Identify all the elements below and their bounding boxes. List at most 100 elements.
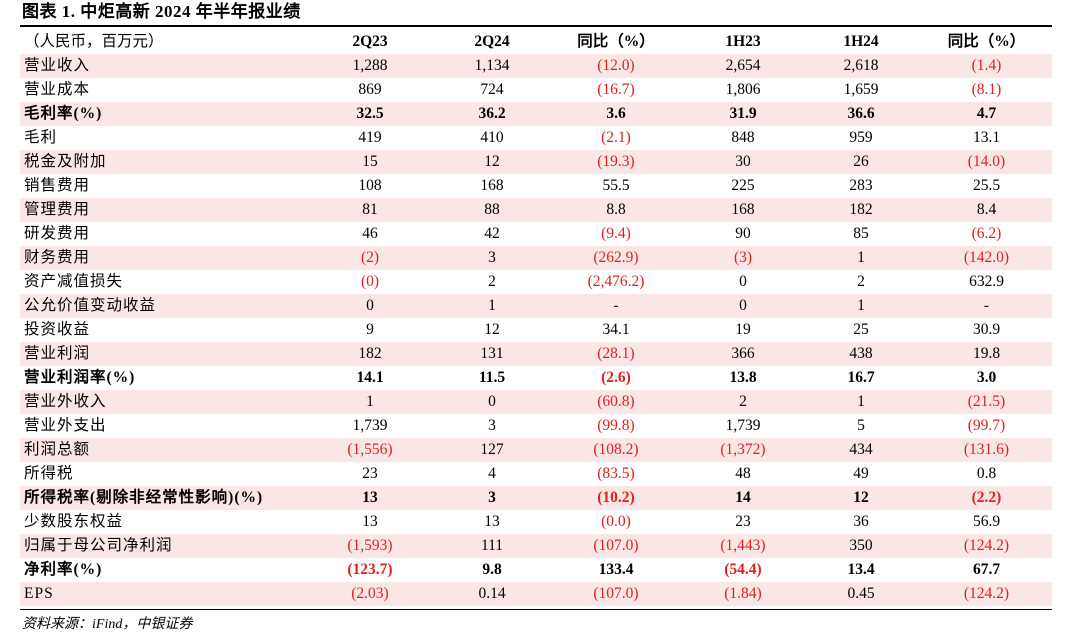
table-cell: 8.8	[547, 198, 685, 222]
table-row: 资产减值损失 (0) 2 (2,476.2) 0 2 632.9	[20, 270, 1052, 294]
table-cell: 0	[303, 294, 437, 318]
table-cell: 30.9	[972, 321, 1001, 338]
table-cell: (1,443)	[685, 534, 801, 558]
table-cell: (1,372)	[685, 438, 801, 462]
row-label: 所得税率(剔除非经常性影响)(%)	[20, 486, 303, 510]
table-cell: 3	[437, 486, 547, 510]
table-cell: 25.5	[972, 177, 1001, 194]
top-rule	[20, 25, 1052, 27]
table-cell: 959	[849, 129, 873, 146]
table-row: 营业外收入 1 0 (60.8) 2 1 (21.5)	[20, 390, 1052, 414]
table-cell: (12.0)	[547, 54, 685, 78]
table-cell: 410	[480, 129, 504, 146]
table-cell: 225	[731, 177, 755, 194]
table-cell: (54.4)	[724, 561, 762, 578]
table-cell: 2	[488, 273, 496, 290]
header-unit: （人民币，百万元）	[24, 33, 164, 50]
table-cell: 1,806	[725, 81, 761, 98]
row-label: 净利率(%)	[24, 561, 103, 578]
header-2q24: 2Q24	[474, 33, 510, 50]
table-row: 毛利率(%) 32.5 36.2 3.6 31.9 36.6 4.7	[20, 102, 1052, 126]
row-label: 营业利润	[20, 342, 303, 366]
table-cell: 0	[437, 390, 547, 414]
table-row: 归属于母公司净利润 (1,593) 111 (107.0) (1,443) 350 (124…	[20, 534, 1052, 558]
table-cell: 4	[488, 465, 496, 482]
table-body: 营业收入 1,288 1,134 (12.0) 2,654 2,618 (1.4) 营业成本 8…	[20, 54, 1052, 606]
table-cell: (2.6)	[601, 369, 631, 386]
table-cell: 1	[303, 390, 437, 414]
table-cell: (19.3)	[547, 150, 685, 174]
table-cell: (1,593)	[303, 534, 437, 558]
table-cell: 168	[480, 177, 504, 194]
table-row: 财务费用 (2) 3 (262.9) (3) 1 (142.0)	[20, 246, 1052, 270]
table-row: 利润总额 (1,556) 127 (108.2) (1,372) 434 (131.6)	[20, 438, 1052, 462]
table-cell: 19.8	[921, 342, 1052, 366]
table-cell: 14	[685, 486, 801, 510]
table-cell: 2,654	[685, 54, 801, 78]
table-cell: 56.9	[972, 513, 1001, 530]
table-row: 营业利润率(%) 14.1 11.5 (2.6) 13.8 16.7 3.0	[20, 366, 1052, 390]
table-cell: 23	[362, 465, 378, 482]
table-cell: 34.1	[602, 321, 630, 338]
table-cell: (2.2)	[921, 486, 1052, 510]
table-cell: 182	[303, 342, 437, 366]
table-cell: 13.1	[972, 129, 1001, 146]
row-label: 销售费用	[24, 177, 91, 194]
table-cell: 25	[853, 321, 869, 338]
table-cell: 0	[685, 294, 801, 318]
table-cell: 49	[853, 465, 869, 482]
table-cell: 3	[437, 246, 547, 270]
table-cell: (142.0)	[921, 246, 1052, 270]
table-cell: 31.9	[685, 102, 801, 126]
header-2q23: 2Q23	[352, 33, 388, 50]
header-1h24: 1H24	[843, 33, 879, 50]
table-cell: 19	[735, 321, 751, 338]
table-row: EPS (2.03) 0.14 (107.0) (1.84) 0.45 (124.2)	[20, 582, 1052, 606]
table-cell: 1,739	[352, 417, 388, 434]
table-cell: 724	[480, 81, 504, 98]
table-cell: 2	[685, 390, 801, 414]
table-row: 研发费用 46 42 (9.4) 90 85 (6.2)	[20, 222, 1052, 246]
row-label: 研发费用	[24, 225, 91, 242]
table-row: 营业外支出 1,739 3 (99.8) 1,739 5 (99.7)	[20, 414, 1052, 438]
bottom-rule	[20, 609, 1052, 610]
table-cell: 12	[801, 486, 921, 510]
table-cell: 12	[484, 321, 500, 338]
table-cell: 108	[358, 177, 382, 194]
table-cell: 5	[857, 417, 865, 434]
table-cell: (124.2)	[921, 582, 1052, 606]
table-cell: 13.8	[729, 369, 757, 386]
table-cell: (107.0)	[547, 534, 685, 558]
table-cell: (108.2)	[547, 438, 685, 462]
table-cell: 2,618	[801, 54, 921, 78]
row-label: 投资收益	[24, 321, 91, 338]
table-row: 营业利润 182 131 (28.1) 366 438 19.8	[20, 342, 1052, 366]
row-label: 营业成本	[24, 81, 91, 98]
table-row: 投资收益 9 12 34.1 19 25 30.9	[20, 318, 1052, 342]
header-row: （人民币，百万元） 2Q23 2Q24 同比（%） 1H23 1H24 同比（%…	[20, 30, 1052, 54]
table-cell: 632.9	[969, 273, 1004, 290]
table-row: 销售费用 108 168 55.5 225 283 25.5	[20, 174, 1052, 198]
table-cell: 23	[735, 513, 751, 530]
table-cell: 9.8	[482, 561, 502, 578]
table-cell: 15	[303, 150, 437, 174]
table-row: 税金及附加 15 12 (19.3) 30 26 (14.0)	[20, 150, 1052, 174]
row-label: 管理费用	[20, 198, 303, 222]
figure-title: 图表 1. 中炬高新 2024 年半年报业绩	[22, 2, 301, 21]
table-cell: (2.1)	[601, 129, 631, 146]
table-cell: (0)	[360, 273, 380, 290]
table-cell: 434	[801, 438, 921, 462]
header-1h23: 1H23	[725, 33, 761, 50]
table-cell: 13	[484, 513, 500, 530]
row-label: 少数股东权益	[24, 513, 124, 530]
table-cell: -	[921, 294, 1052, 318]
table-cell: 67.7	[972, 561, 1001, 578]
table-cell: 8.4	[921, 198, 1052, 222]
table-cell: (1,556)	[303, 438, 437, 462]
table-cell: 848	[731, 129, 755, 146]
table-row: 净利率(%) (123.7) 9.8 133.4 (54.4) 13.4 67.7	[20, 558, 1052, 582]
table-cell: 127	[437, 438, 547, 462]
table-cell: 13.4	[847, 561, 875, 578]
table-cell: (0.0)	[601, 513, 631, 530]
table-cell: 283	[849, 177, 873, 194]
